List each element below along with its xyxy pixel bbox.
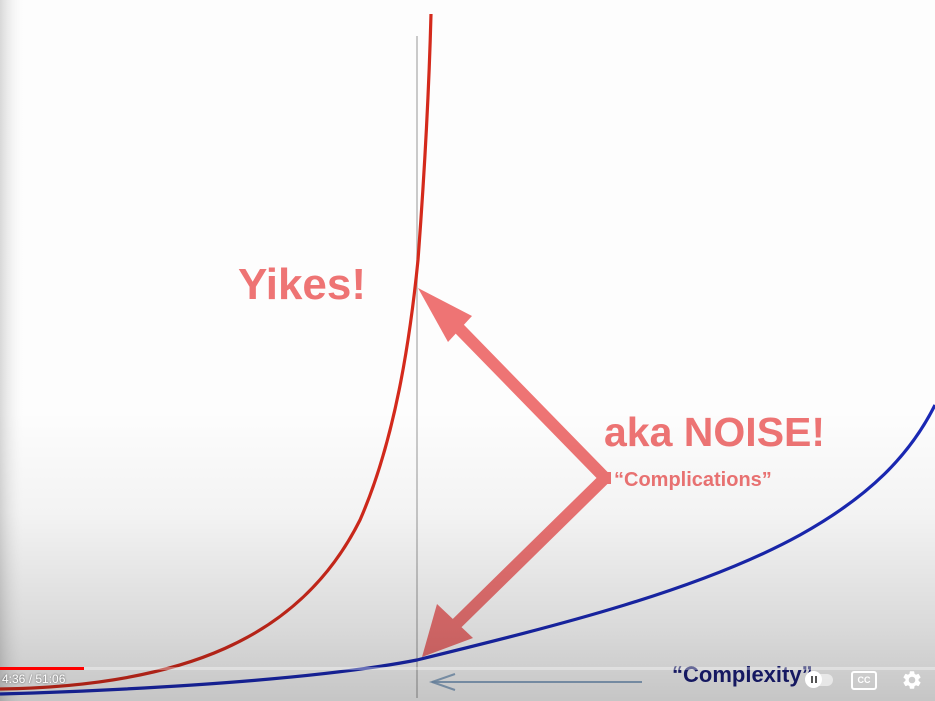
progress-bar[interactable] xyxy=(0,667,935,670)
red-exponential-curve xyxy=(0,13,433,691)
complexity-label: “Complexity” xyxy=(672,662,813,687)
arrow-up-shaft xyxy=(438,307,610,483)
cc-icon: CC xyxy=(851,670,877,690)
time-display: 4:36 / 51:06 xyxy=(2,672,66,686)
pause-icon xyxy=(810,676,817,683)
faint-baseline-arrowhead xyxy=(428,673,456,691)
autoplay-knob xyxy=(805,671,822,688)
blue-complexity-curve xyxy=(0,404,935,696)
arrow-up-head xyxy=(418,288,472,342)
aka-noise-label: aka NOISE! xyxy=(604,409,825,455)
complications-label: “Complications” xyxy=(614,469,772,491)
arrow-down-shaft xyxy=(441,473,610,639)
settings-button[interactable] xyxy=(897,667,927,693)
subtitles-button[interactable]: CC xyxy=(849,667,879,693)
gear-icon xyxy=(903,671,921,689)
progress-bar-played xyxy=(0,667,85,670)
autoplay-toggle-button[interactable] xyxy=(805,667,835,693)
autoplay-toggle-icon xyxy=(805,671,833,688)
yikes-label: Yikes! xyxy=(238,260,366,309)
player-controls-bar: 4:36 / 51:06 CC xyxy=(0,657,935,701)
arrow-junction-box xyxy=(598,472,611,484)
slide-left-shading xyxy=(0,0,26,701)
arrow-down-head xyxy=(422,604,473,657)
